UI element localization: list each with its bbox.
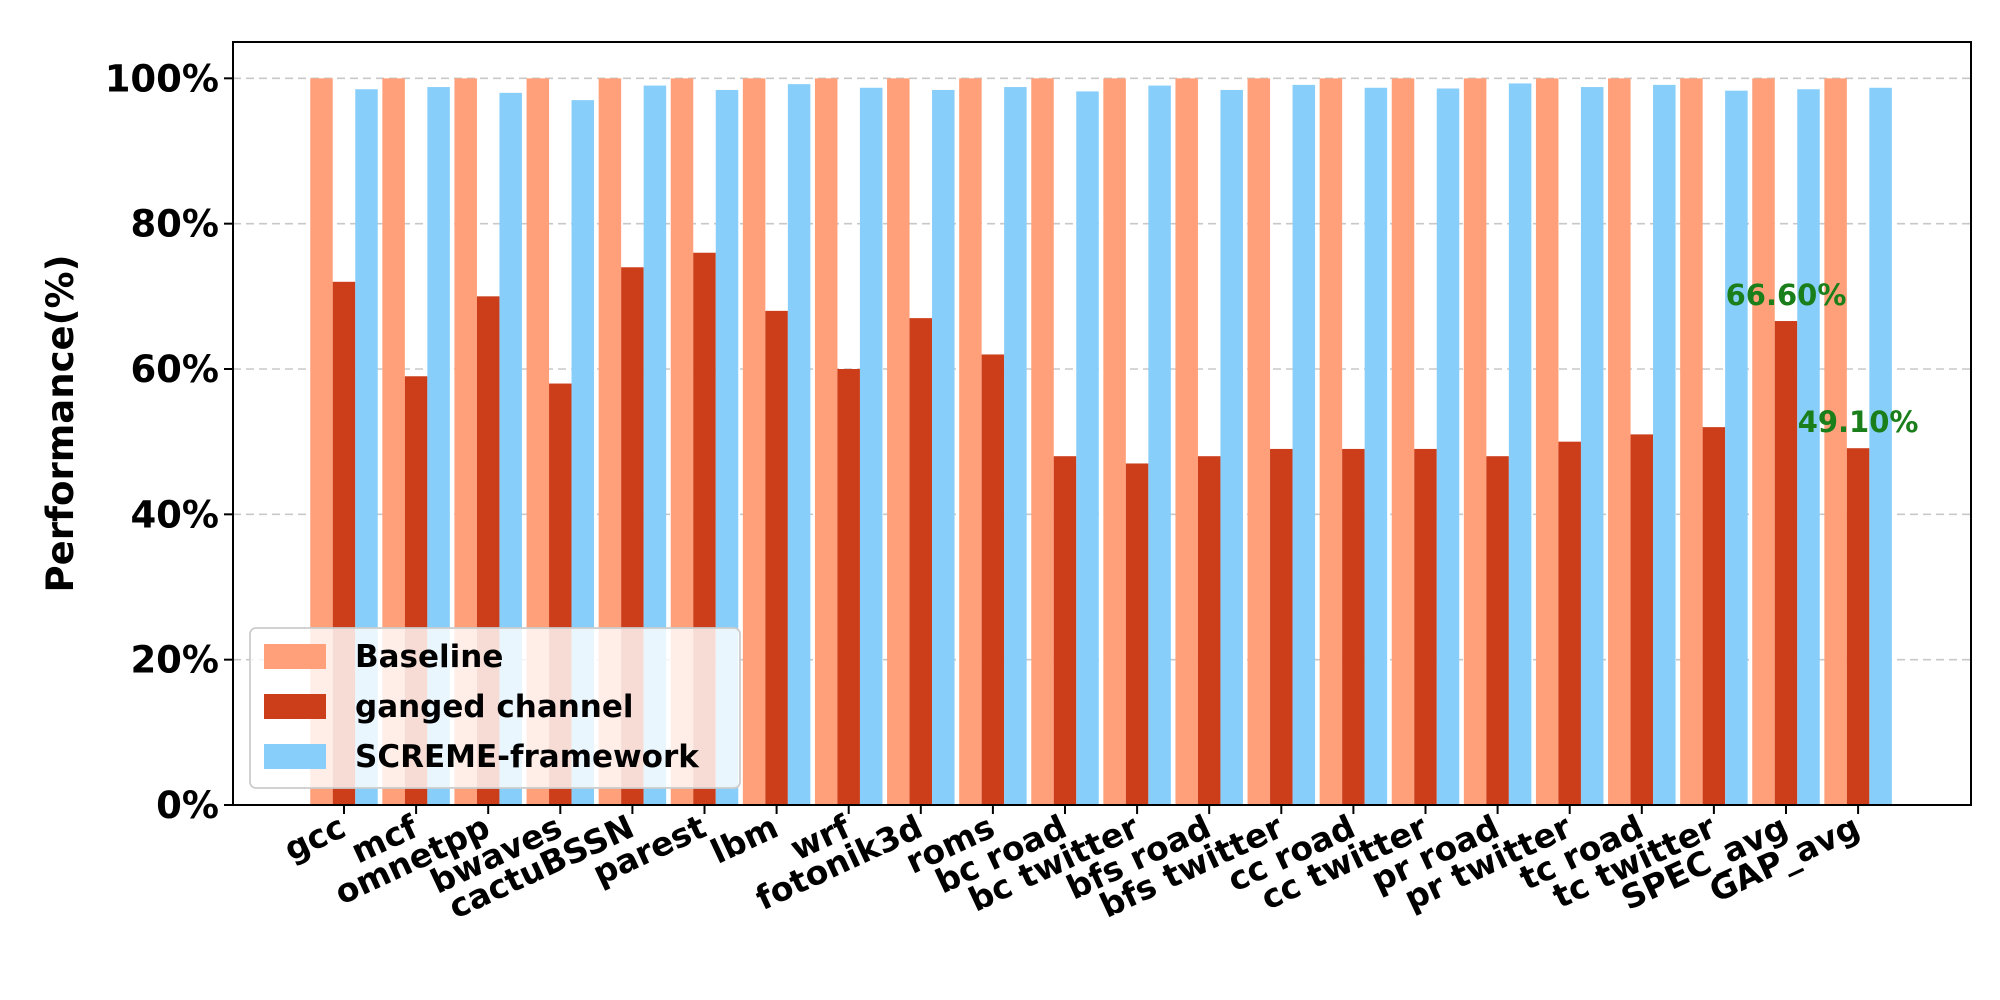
legend-swatch bbox=[264, 744, 326, 769]
bar-baseline-bfs-road bbox=[1175, 78, 1198, 806]
x-tick-label: gcc bbox=[278, 807, 351, 869]
legend-swatch bbox=[264, 694, 326, 719]
legend-swatch bbox=[264, 644, 326, 669]
bar-ganged-channel-cc-twitter bbox=[1414, 448, 1437, 805]
bar-baseline-bwaves bbox=[526, 78, 550, 806]
bar-screme-framework-cactubssn bbox=[643, 85, 667, 806]
bar-screme-framework-pr-road bbox=[1508, 83, 1532, 806]
bar-ganged-channel-fotonik3d bbox=[909, 318, 933, 805]
bar-baseline-bfs-twitter bbox=[1247, 78, 1271, 806]
bar-screme-framework-gcc bbox=[355, 89, 378, 805]
bar-ganged-channel-bfs-road bbox=[1197, 456, 1221, 805]
bar-screme-framework-bc-twitter bbox=[1148, 85, 1171, 806]
bar-baseline-cc-road bbox=[1319, 78, 1343, 806]
bar-ganged-channel-bc-twitter bbox=[1125, 463, 1149, 805]
bar-ganged-channel-wrf bbox=[837, 369, 860, 805]
annotations: 66.60% 49.10% bbox=[1726, 278, 1919, 439]
y-tick-label: 40% bbox=[130, 493, 219, 536]
bar-ganged-channel-bfs-twitter bbox=[1270, 448, 1293, 805]
y-tick-label: 0% bbox=[156, 784, 219, 827]
legend-label: ganged channel bbox=[355, 689, 634, 725]
bar-ganged-channel-cc-road bbox=[1342, 448, 1365, 805]
bar-screme-framework-mcf bbox=[427, 87, 450, 805]
bar-ganged-channel-pr-road bbox=[1486, 456, 1509, 805]
bar-baseline-lbm bbox=[742, 78, 766, 806]
y-tick-label: 100% bbox=[105, 57, 219, 100]
bar-baseline-tc-road bbox=[1608, 78, 1631, 806]
bar-screme-framework-omnetpp bbox=[499, 92, 522, 805]
bar-baseline-parest bbox=[670, 78, 694, 806]
y-tick-label: 60% bbox=[130, 348, 219, 391]
bar-baseline-spec-avg bbox=[1752, 78, 1775, 806]
legend-label: SCREME-framework bbox=[355, 739, 700, 775]
x-tick-label: lbm bbox=[705, 807, 784, 872]
y-tick-label: 20% bbox=[130, 639, 219, 682]
bar-baseline-wrf bbox=[814, 78, 838, 806]
bar-ganged-channel-pr-twitter bbox=[1558, 441, 1581, 805]
bar-screme-framework-lbm bbox=[787, 84, 811, 805]
annotation-label: 66.60% bbox=[1726, 278, 1847, 312]
plot-frame bbox=[232, 41, 1972, 806]
bar-baseline-omnetpp bbox=[454, 78, 477, 806]
bar-baseline-cactubssn bbox=[598, 78, 622, 806]
y-tick-label: 80% bbox=[130, 203, 219, 246]
bar-baseline-cc-twitter bbox=[1391, 78, 1415, 806]
bar-baseline-gap-avg bbox=[1824, 78, 1847, 806]
bar-screme-framework-bfs-twitter bbox=[1292, 84, 1316, 805]
bar-baseline-roms bbox=[959, 78, 982, 806]
bar-ganged-channel-gap-avg bbox=[1846, 448, 1870, 805]
bar-screme-framework-cc-twitter bbox=[1436, 88, 1460, 806]
bar-baseline-bc-road bbox=[1031, 78, 1054, 806]
bar-baseline-fotonik3d bbox=[887, 78, 910, 806]
bar-baseline-tc-twitter bbox=[1680, 78, 1703, 806]
bar-screme-framework-gap-avg bbox=[1869, 87, 1892, 805]
bar-ganged-channel-tc-road bbox=[1630, 434, 1654, 805]
bar-baseline-pr-twitter bbox=[1535, 78, 1559, 806]
bar-screme-framework-wrf bbox=[859, 87, 883, 805]
y-axis: 0% 20% 40% 60% 80% 100% bbox=[105, 57, 233, 827]
bar-screme-framework-parest bbox=[715, 89, 739, 805]
bar-screme-framework-tc-twitter bbox=[1725, 90, 1748, 806]
bar-screme-framework-tc-road bbox=[1653, 84, 1676, 805]
bar-ganged-channel-spec-avg bbox=[1774, 321, 1798, 805]
bar-ganged-channel-bc-road bbox=[1053, 456, 1077, 805]
bar-screme-framework-spec-avg bbox=[1797, 89, 1820, 805]
legend-label: Baseline bbox=[355, 639, 503, 675]
bar-ganged-channel-tc-twitter bbox=[1702, 427, 1726, 805]
legend: Baseline ganged channel SCREME-framework bbox=[249, 627, 741, 789]
bar-screme-framework-bc-road bbox=[1076, 91, 1099, 805]
bar-baseline-gcc bbox=[310, 78, 333, 806]
bar-ganged-channel-roms bbox=[981, 354, 1005, 805]
bar-screme-framework-bfs-road bbox=[1220, 89, 1243, 805]
bar-baseline-mcf bbox=[382, 78, 405, 806]
annotation-label: 49.10% bbox=[1798, 405, 1919, 439]
bar-screme-framework-fotonik3d bbox=[932, 89, 955, 805]
bar-baseline-bc-twitter bbox=[1103, 78, 1126, 806]
bar-screme-framework-cc-road bbox=[1364, 87, 1388, 805]
legend-box bbox=[249, 627, 741, 789]
bar-ganged-channel-lbm bbox=[765, 310, 788, 805]
bar-screme-framework-pr-twitter bbox=[1580, 87, 1604, 805]
bar-baseline-pr-road bbox=[1463, 78, 1487, 806]
bar-screme-framework-roms bbox=[1004, 87, 1027, 805]
y-axis-title: Performance(%) bbox=[39, 254, 82, 592]
